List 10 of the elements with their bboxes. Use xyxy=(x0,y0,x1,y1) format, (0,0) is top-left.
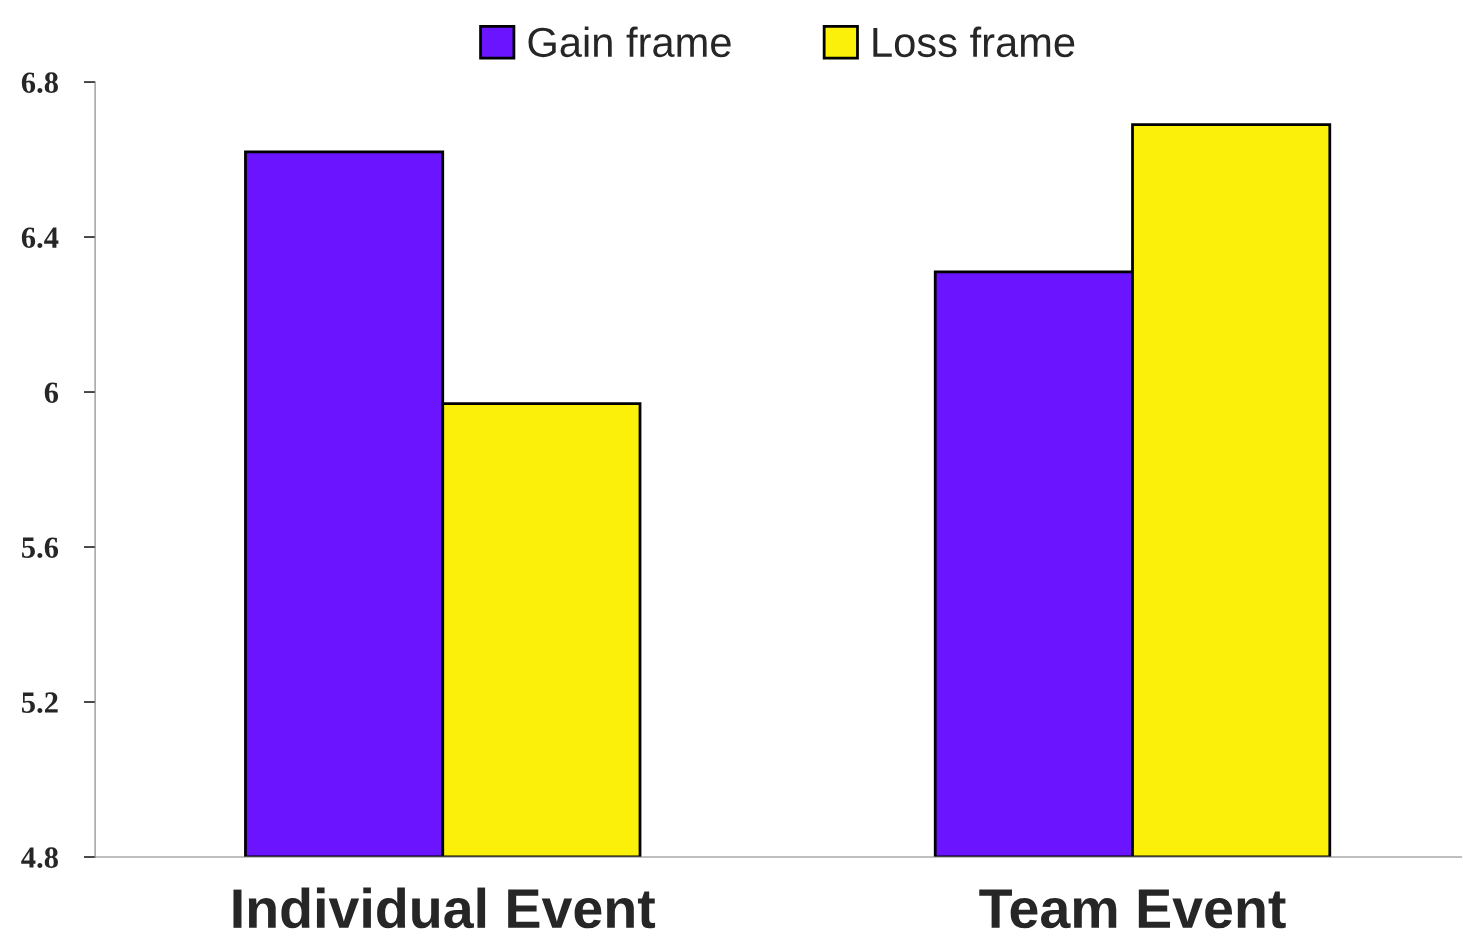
y-tick-label: 6.4 xyxy=(21,227,59,249)
legend-label: Gain frame xyxy=(528,26,731,58)
x-tick-label: Team Event xyxy=(979,889,1286,929)
y-tick-label: 4.8 xyxy=(21,847,58,869)
x-tick-label: Individual Event xyxy=(233,887,656,929)
y-tick-label: 5.6 xyxy=(22,537,59,559)
y-tick-label: 5.2 xyxy=(22,692,58,714)
legend-label: Loss frame xyxy=(873,26,1075,58)
y-tick-label: 6 xyxy=(44,382,59,403)
y-tick-label: 6.8 xyxy=(21,72,58,94)
